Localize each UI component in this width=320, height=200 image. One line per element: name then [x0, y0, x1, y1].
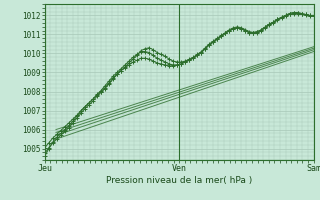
X-axis label: Pression niveau de la mer( hPa ): Pression niveau de la mer( hPa )	[106, 176, 252, 185]
